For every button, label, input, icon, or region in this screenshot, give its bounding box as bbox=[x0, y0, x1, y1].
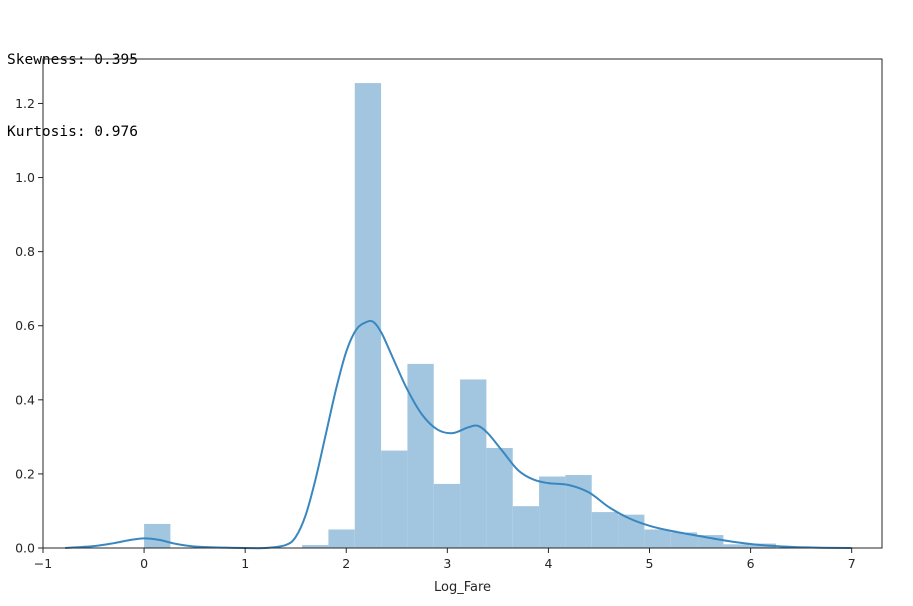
plot-frame bbox=[42, 58, 883, 549]
y-tick-label: 0.8 bbox=[15, 244, 35, 259]
histogram-bar bbox=[407, 363, 434, 548]
y-tick-label: 1.0 bbox=[15, 170, 35, 185]
x-tick-label: −1 bbox=[34, 556, 52, 571]
histogram-bar bbox=[354, 83, 382, 548]
histogram-bar bbox=[433, 483, 461, 548]
y-tick-label: 0.0 bbox=[15, 541, 35, 556]
stdout-output: Skewness: 0.395 Kurtosis: 0.976 bbox=[7, 0, 138, 168]
histogram-bar bbox=[460, 379, 487, 548]
x-tick-label: 5 bbox=[646, 556, 654, 571]
x-axis-label: Log_Fare bbox=[434, 580, 491, 595]
x-tick-label: 1 bbox=[241, 556, 249, 571]
y-tick-label: 0.4 bbox=[15, 392, 35, 407]
histogram-bar bbox=[723, 544, 750, 548]
x-tick-label: 4 bbox=[544, 556, 552, 571]
histogram-bar bbox=[381, 450, 408, 548]
y-tick-label: 1.2 bbox=[15, 96, 35, 111]
x-tick-label: 6 bbox=[747, 556, 755, 571]
histogram-bar bbox=[512, 506, 540, 548]
histogram-bar bbox=[539, 476, 566, 548]
histogram-bars bbox=[144, 83, 777, 548]
x-tick-label: 3 bbox=[443, 556, 451, 571]
x-tick-label: 7 bbox=[848, 556, 856, 571]
kde-curve bbox=[65, 319, 852, 550]
histogram-bar bbox=[591, 512, 619, 548]
x-axis: −1 0 1 2 3 4 5 6 7 bbox=[34, 548, 856, 571]
histogram-bar bbox=[144, 523, 171, 548]
x-tick-label: 0 bbox=[140, 556, 148, 571]
y-tick-label: 0.2 bbox=[15, 466, 35, 481]
histogram-bar bbox=[328, 529, 355, 548]
histogram-bar bbox=[302, 545, 329, 548]
histogram-bar bbox=[486, 447, 513, 548]
histogram-bar bbox=[644, 529, 671, 548]
skewness-text: Skewness: 0.395 bbox=[7, 52, 138, 68]
x-tick-label: 2 bbox=[342, 556, 350, 571]
histogram-bar bbox=[670, 532, 698, 548]
kurtosis-text: Kurtosis: 0.976 bbox=[7, 124, 138, 140]
y-axis: 0.0 0.2 0.4 0.6 0.8 1.0 1.2 bbox=[15, 96, 43, 556]
y-tick-label: 0.6 bbox=[15, 318, 35, 333]
